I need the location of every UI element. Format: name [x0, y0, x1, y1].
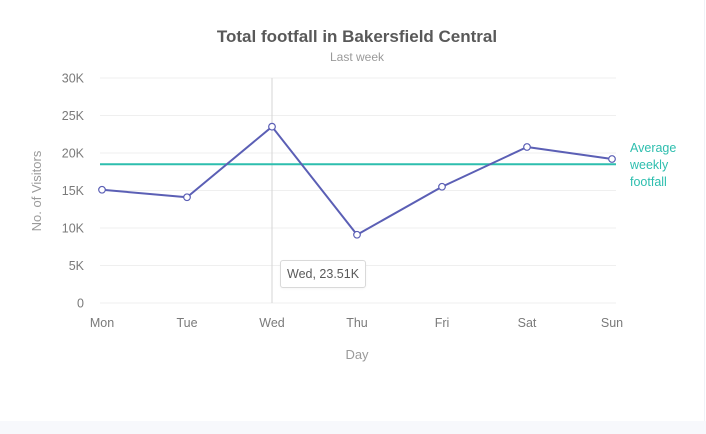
trendline-label: Average: [630, 141, 676, 155]
y-tick-label: 20K: [62, 147, 85, 161]
data-point-mon: [98, 185, 106, 194]
x-tick-label: Tue: [176, 316, 197, 330]
data-point-tue: [183, 193, 191, 202]
x-tick-label: Mon: [90, 316, 114, 330]
trendline-label: weekly: [629, 158, 669, 172]
x-tick-label: Sun: [601, 316, 623, 330]
y-tick-label: 25K: [62, 109, 85, 123]
series-line: [101, 125, 613, 236]
chart-subtitle: Last week: [330, 50, 385, 64]
x-tick-label: Wed: [259, 316, 285, 330]
y-tick-label: 30K: [62, 72, 85, 86]
data-point-thu: [353, 230, 361, 239]
y-axis-title: No. of Visitors: [29, 150, 44, 231]
y-tick-label: 10K: [62, 222, 85, 236]
data-point-fri: [438, 182, 446, 191]
x-axis-title: Day: [345, 347, 369, 362]
trendline-group: Average weekly footfall: [100, 141, 676, 189]
x-tick-label: Fri: [435, 316, 450, 330]
x-tick-label: Thu: [346, 316, 368, 330]
y-tick-label: 15K: [62, 184, 85, 198]
gridlines: [100, 77, 616, 304]
series-footfall: [98, 122, 616, 239]
chart-title: Total footfall in Bakersfield Central: [217, 27, 497, 46]
y-axis-ticks: 0 5K 10K 15K 20K 25K 30K: [62, 72, 85, 311]
data-point-sun: [608, 155, 616, 163]
x-axis-ticks: Mon Tue Wed Thu Fri Sat Sun: [90, 316, 623, 330]
data-point-wed: [268, 122, 276, 131]
x-tick-label: Sat: [518, 316, 537, 330]
y-tick-label: 0: [77, 297, 84, 311]
trendline-label: footfall: [630, 175, 667, 189]
y-tick-label: 5K: [69, 259, 85, 273]
chart-card: [704, 0, 705, 421]
page-footer-band: [0, 421, 706, 434]
data-point-sat: [523, 143, 531, 151]
tooltip: Wed, 23.51K: [280, 260, 367, 288]
